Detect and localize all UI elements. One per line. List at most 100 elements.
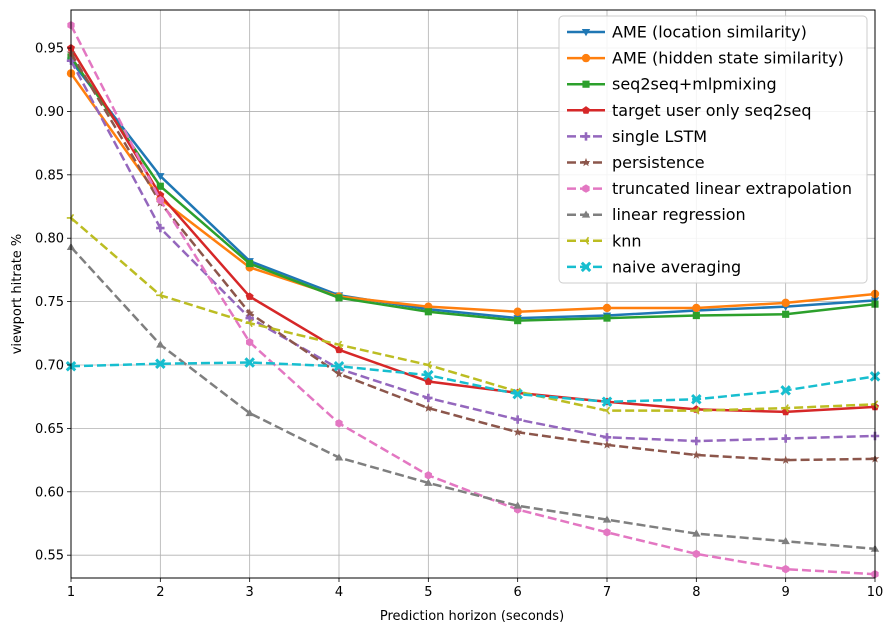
- data-point: [781, 404, 789, 413]
- data-point: [782, 564, 790, 574]
- data-point: [780, 385, 791, 396]
- data-point: [245, 408, 254, 417]
- series-line: [69, 56, 876, 322]
- legend-marker: [581, 132, 591, 141]
- series-naive-averaging: [65, 357, 881, 408]
- x-tick-label: 10: [867, 585, 884, 600]
- legend-marker: [582, 106, 590, 114]
- x-tick-label: 2: [156, 585, 164, 600]
- data-point: [424, 308, 432, 316]
- y-tick-label: 0.90: [35, 105, 64, 120]
- data-point: [334, 369, 344, 378]
- x-tick-label: 4: [335, 585, 343, 600]
- data-point: [781, 298, 790, 308]
- y-axis-title: viewport hitrate %: [10, 234, 25, 355]
- data-point: [155, 358, 166, 369]
- data-point: [602, 440, 612, 449]
- legend-entry: AME (location similarity): [567, 23, 807, 42]
- data-point: [424, 478, 433, 486]
- legend-marker: [581, 53, 591, 63]
- data-point: [603, 528, 611, 537]
- data-point: [246, 337, 254, 347]
- legend-entry: truncated linear extrapolation: [567, 179, 852, 198]
- series-line: [70, 246, 876, 551]
- legend-entry: target user only seq2seq: [567, 101, 812, 120]
- legend: AME (location similarity) AME (hidden sta…: [558, 15, 868, 284]
- data-point: [335, 419, 343, 428]
- data-point: [602, 303, 612, 313]
- y-tick-label: 0.65: [35, 422, 64, 437]
- data-point: [602, 406, 611, 415]
- y-tick-label: 0.80: [35, 232, 64, 247]
- data-point: [513, 415, 522, 424]
- data-point: [156, 223, 165, 233]
- data-point: [424, 393, 433, 403]
- legend-entry: linear regression: [567, 205, 746, 224]
- x-tick-label: 3: [246, 585, 254, 600]
- data-point: [692, 303, 701, 313]
- x-tick-label: 5: [424, 585, 432, 600]
- data-point: [692, 406, 700, 415]
- data-point: [156, 190, 165, 199]
- legend-label: linear regression: [612, 205, 746, 224]
- legend-label: target user only seq2seq: [612, 101, 812, 120]
- series-linear-regression: [66, 242, 880, 552]
- data-point: [424, 471, 432, 480]
- data-point: [602, 433, 612, 442]
- legend-label: single LSTM: [612, 127, 707, 146]
- legend-marker: [581, 29, 591, 37]
- data-point: [334, 340, 343, 349]
- data-point: [156, 173, 165, 181]
- data-point: [692, 311, 700, 320]
- data-point: [691, 393, 702, 405]
- data-point: [156, 195, 164, 205]
- x-tick-label: 7: [603, 585, 611, 600]
- x-axis-title: Prediction horizon (seconds): [380, 609, 564, 624]
- y-tick-label: 0.70: [35, 359, 64, 374]
- data-point: [692, 549, 700, 559]
- legend-marker: [580, 261, 592, 273]
- data-point: [156, 291, 164, 300]
- axes: [70, 9, 876, 579]
- data-point: [512, 388, 523, 400]
- legend-marker: [581, 157, 591, 167]
- data-point: [781, 537, 790, 545]
- series-layer: [65, 21, 881, 579]
- legend-entry: knn: [567, 231, 642, 250]
- data-point: [603, 314, 611, 322]
- data-point: [245, 308, 255, 317]
- data-point: [333, 361, 345, 372]
- legend-label: AME (location similarity): [612, 23, 807, 42]
- series-line: [69, 24, 876, 576]
- data-point: [602, 515, 612, 523]
- x-axis-ticks: 1 2 3 4 5 6 7 8 9 10: [67, 578, 883, 600]
- legend-label: seq2seq+mlpmixing: [612, 75, 777, 94]
- data-point: [156, 182, 164, 190]
- series-line: [70, 361, 876, 404]
- data-point: [424, 360, 432, 370]
- data-point: [781, 434, 790, 443]
- legend-entry: persistence: [567, 153, 705, 172]
- data-point: [245, 313, 254, 323]
- series-line: [69, 47, 876, 414]
- data-point: [246, 260, 254, 268]
- x-tick-label: 6: [514, 585, 522, 600]
- data-point: [513, 307, 522, 316]
- legend-entry: single LSTM: [567, 127, 707, 146]
- series-truncated-linear-extrapolation: [67, 21, 879, 579]
- legend-marker: [581, 210, 591, 218]
- x-tick-label: 9: [782, 585, 790, 600]
- series-line: [69, 52, 876, 462]
- data-point: [514, 317, 522, 325]
- data-point: [513, 427, 523, 436]
- legend-marker: [582, 80, 590, 88]
- legend-entry: AME (hidden state similarity): [567, 49, 844, 68]
- legend-label: knn: [612, 231, 642, 250]
- y-axis-ticks: 0.55 0.60 0.65 0.70 0.75 0.80 0.85 0.90 0.95: [35, 42, 71, 564]
- data-point: [692, 529, 701, 537]
- data-point: [334, 453, 344, 461]
- series-line: [69, 72, 876, 313]
- legend-entry: seq2seq+mlpmixing: [567, 75, 777, 94]
- plot-frame: [70, 9, 876, 579]
- y-tick-label: 0.75: [35, 295, 64, 310]
